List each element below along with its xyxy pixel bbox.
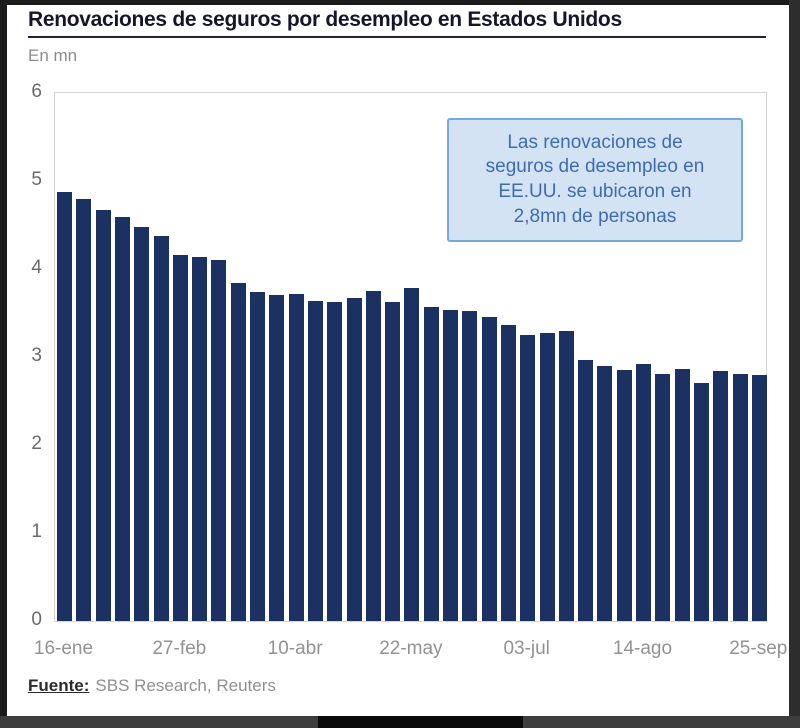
bar	[597, 366, 613, 621]
bar	[423, 307, 439, 621]
x-tick-label: 03-jul	[503, 638, 550, 659]
bar	[693, 383, 709, 621]
source-footer: Fuente: SBS Research, Reuters	[28, 676, 276, 696]
bar	[76, 199, 92, 621]
x-tick-label: 16-ene	[33, 638, 94, 659]
y-tick-label: 5	[31, 169, 42, 190]
bar	[500, 325, 516, 621]
y-tick-label: 4	[31, 257, 42, 278]
bar	[250, 292, 265, 621]
bar	[636, 364, 651, 621]
y-tick-label: 3	[31, 345, 42, 366]
x-tick-label: 14-ago	[612, 638, 673, 659]
bar	[307, 301, 323, 621]
bar	[404, 288, 420, 621]
window-edge-left	[0, 0, 7, 728]
bar	[288, 294, 304, 621]
bar	[616, 370, 632, 621]
source-text: SBS Research, Reuters	[95, 676, 276, 695]
bar	[269, 295, 285, 621]
bar	[578, 360, 594, 621]
bar	[751, 375, 767, 621]
source-label: Fuente:	[28, 676, 90, 695]
bar	[153, 236, 169, 621]
annotation-box: Las renovaciones de seguros de desempleo…	[447, 118, 743, 242]
bar	[114, 217, 130, 621]
window-edge-top	[0, 0, 800, 5]
bar	[230, 283, 246, 621]
y-axis-units-label: En mn	[28, 46, 78, 65]
annotation-text: Las renovaciones de seguros de desempleo…	[485, 131, 705, 227]
bar	[192, 257, 208, 621]
bar	[327, 302, 343, 621]
y-tick-label: 6	[31, 81, 42, 102]
x-tick-label: 27-feb	[152, 638, 207, 659]
bar	[655, 374, 671, 621]
y-tick-label: 1	[31, 521, 42, 542]
bar	[365, 291, 381, 621]
window-edge-right	[789, 0, 800, 728]
bar	[95, 210, 111, 621]
bar	[539, 333, 555, 621]
x-tick-label: 25-sep	[729, 638, 788, 659]
bar	[520, 335, 536, 621]
bar	[134, 227, 150, 621]
bar	[346, 298, 362, 621]
bar	[481, 317, 497, 621]
bar	[443, 310, 458, 621]
bar	[172, 255, 188, 621]
x-tick-label: 22-may	[379, 638, 443, 659]
bar	[732, 374, 748, 621]
bar	[674, 369, 690, 621]
x-tick-label: 10-abr	[267, 638, 323, 659]
title-underline	[28, 36, 766, 38]
bar	[57, 192, 72, 621]
y-tick-label: 2	[31, 433, 42, 454]
chart-title: Renovaciones de seguros por desempleo en…	[28, 8, 622, 31]
bar	[558, 331, 574, 621]
bar	[211, 260, 227, 621]
bar	[385, 302, 401, 621]
bar	[462, 311, 478, 621]
bar	[713, 371, 729, 621]
taskbar-segment	[318, 716, 523, 728]
y-tick-label: 0	[31, 609, 42, 630]
